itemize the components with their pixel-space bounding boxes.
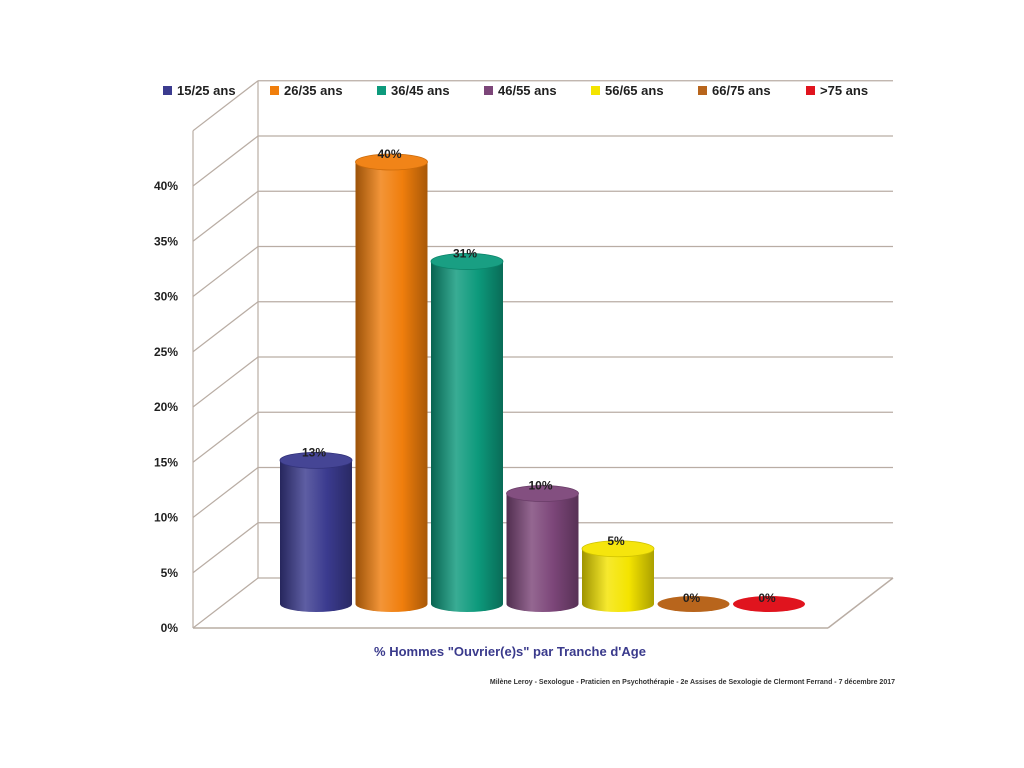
bar-6 — [657, 596, 730, 612]
data-label: 0% — [758, 591, 776, 605]
legend-item: 26/35 ans — [270, 83, 343, 98]
legend-label: 36/45 ans — [391, 83, 450, 98]
bar-top — [581, 540, 655, 558]
side-wall-gridline — [192, 301, 259, 353]
legend-swatch — [163, 86, 172, 95]
y-tick-label: 35% — [154, 234, 178, 248]
side-wall-gridline — [192, 467, 259, 518]
legend-swatch — [698, 86, 707, 95]
bar-disc — [657, 596, 730, 612]
legend-item: 15/25 ans — [163, 83, 236, 98]
y-tick-label: 40% — [154, 179, 178, 193]
bars-layer — [279, 153, 805, 612]
bar-top — [506, 485, 579, 502]
bar-body — [355, 162, 428, 612]
legend-item: >75 ans — [806, 83, 868, 98]
legend-swatch — [270, 86, 279, 95]
data-label: 13% — [302, 445, 326, 459]
legend-label: 26/35 ans — [284, 83, 343, 98]
legend-item: 36/45 ans — [377, 83, 450, 98]
y-tick-label: 5% — [161, 566, 179, 580]
legend-item: 56/65 ans — [591, 83, 664, 98]
bar-body — [280, 460, 352, 612]
legend-item: 66/75 ans — [698, 83, 771, 98]
y-tick-label: 15% — [154, 455, 178, 469]
legend-label: 56/65 ans — [605, 83, 664, 98]
x-axis-title: % Hommes "Ouvrier(e)s" par Tranche d'Age — [374, 644, 646, 659]
legend-label: 46/55 ans — [498, 83, 557, 98]
y-tick-label: 10% — [154, 511, 178, 525]
legend-label: >75 ans — [820, 83, 868, 98]
side-wall-gridline — [192, 80, 259, 132]
data-label: 31% — [453, 246, 477, 260]
side-wall-gridline — [192, 190, 259, 242]
bar-7 — [733, 596, 805, 612]
y-tick-label: 30% — [154, 290, 178, 304]
side-wall-gridline — [192, 577, 259, 629]
data-label: 40% — [377, 147, 401, 161]
bar-3 — [430, 253, 504, 612]
legend-swatch — [591, 86, 600, 95]
legend: 15/25 ans 26/35 ans 36/45 ans 46/55 ans 56/6… — [163, 83, 868, 98]
bar-2 — [355, 153, 428, 612]
bar-top — [355, 153, 428, 171]
data-label: 10% — [528, 479, 552, 493]
legend-swatch — [806, 86, 815, 95]
legend-item: 46/55 ans — [484, 83, 557, 98]
side-wall-gridline — [192, 356, 259, 408]
y-tick-label: 25% — [154, 345, 178, 359]
y-axis-ticks: 0% 5% 10% 15% 20% 25% 30% 35% 40% — [154, 179, 178, 635]
side-wall-gridline — [192, 135, 259, 187]
bar-5 — [581, 540, 655, 612]
data-label: 5% — [607, 534, 625, 548]
legend-swatch — [377, 86, 386, 95]
bar-disc — [733, 596, 805, 612]
credit-line: Milène Leroy - Sexologue - Praticien en … — [490, 679, 895, 686]
bar-body — [506, 493, 579, 612]
legend-label: 66/75 ans — [712, 83, 771, 98]
bar-body — [431, 261, 503, 612]
side-wall-gridline — [192, 246, 259, 297]
data-labels-layer: 13% 40% 31% 10% 5% 0% 0% — [302, 147, 776, 605]
bar-body — [582, 548, 654, 612]
floor-right-edge — [827, 577, 894, 629]
y-tick-label: 0% — [161, 621, 179, 635]
side-wall-gridline — [192, 411, 259, 463]
bar-top — [430, 253, 504, 270]
legend-swatch — [484, 86, 493, 95]
bar-top — [279, 451, 353, 469]
bar-1 — [279, 451, 353, 612]
bar-4 — [506, 485, 579, 612]
y-tick-label: 20% — [154, 400, 178, 414]
legend-label: 15/25 ans — [177, 83, 236, 98]
side-wall-gridline — [192, 522, 259, 574]
data-label: 0% — [683, 591, 701, 605]
